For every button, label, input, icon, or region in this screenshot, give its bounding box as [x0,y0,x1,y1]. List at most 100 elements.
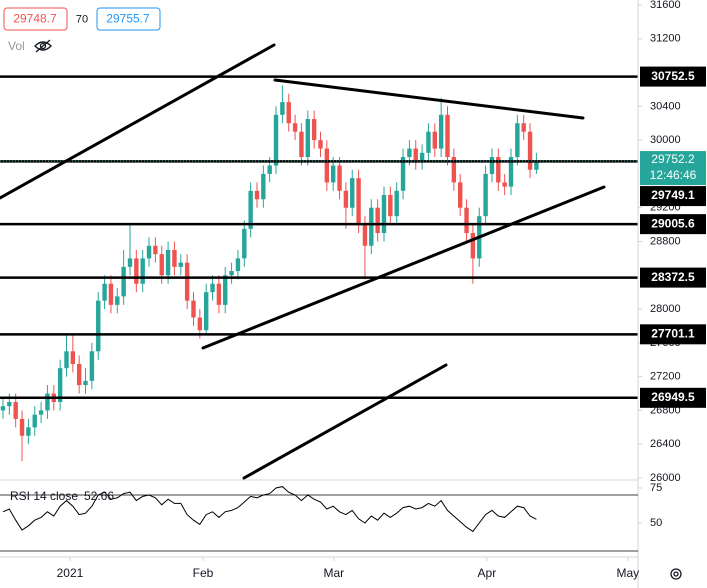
candle-body [369,207,374,246]
countdown-label: 12:46:46 [650,168,697,182]
volume-label: Vol [8,39,25,53]
y-tick-label: 28000 [650,303,681,315]
y-tick-label: 31200 [650,33,681,45]
candle-body [96,300,101,352]
candle-body [362,224,368,246]
x-tick-label: May [617,566,640,580]
candle-body [350,178,355,208]
y-tick-label: 27200 [650,371,681,383]
candle-body [337,165,342,191]
x-tick-label: Feb [193,566,214,580]
trend-line [201,185,606,350]
candle-body [426,131,431,153]
candle-body [229,271,234,276]
level-label-box [640,267,706,288]
price-pane [0,75,638,462]
candle-body [445,114,450,158]
candle-body [292,123,298,132]
level-label: 29749.1 [651,188,695,202]
candle-body [235,258,241,272]
candle-body [26,427,31,436]
candle-body [311,119,317,141]
candle-body [203,292,209,331]
rsi-tick-label: 50 [650,517,662,529]
candle-body [419,152,425,162]
candle-body [127,258,133,267]
candle-body [394,190,399,217]
level-label-box [640,214,706,235]
candle-body [286,102,291,124]
bid-box[interactable] [3,7,68,31]
candle-body [184,262,190,301]
visibility-icon[interactable] [34,39,52,53]
candle-body [534,161,539,170]
candle-body [159,254,164,276]
candle-body [261,173,266,200]
candle-body [165,249,171,276]
candle-body [413,148,418,162]
rsi-line [2,486,537,533]
candle-body [242,228,247,259]
candle-body [254,190,260,200]
candle-body [172,249,177,267]
level-label: 29005.6 [651,216,695,230]
candle-body [438,114,444,149]
level-label: 26949.5 [651,390,695,404]
candle-body [38,410,44,415]
candle-body [496,157,501,183]
candle-body [140,258,145,284]
last-price-label: 29752.2 [651,152,695,166]
candle-body [216,283,222,305]
level-label-box [640,387,706,408]
candle-body [489,157,495,174]
candle-body [197,317,203,331]
level-label: 28372.5 [651,270,695,284]
ask-box[interactable] [96,7,161,31]
candle-body [502,182,507,187]
x-tick-label: Mar [323,566,344,580]
candle-body [508,157,514,187]
rsi-pane: RSI 14 close 52.66 [0,486,638,552]
candle-body [70,351,76,364]
rsi-tick-label: 75 [650,482,662,494]
candle-body [7,401,12,407]
y-tick-label: 31600 [650,0,681,11]
spread: 70 [76,13,88,25]
candle-body [248,190,253,229]
x-tick-label: Apr [478,566,497,580]
candle-body [324,148,330,183]
y-tick-label: 30400 [650,100,681,112]
candle-body [299,131,304,158]
trend-line [242,363,448,480]
candle-body [407,148,412,158]
candle-body [108,283,114,305]
candle-body [381,195,387,234]
candle-body [432,131,437,149]
settings-icon[interactable] [670,568,682,580]
candle-body [356,178,361,225]
y-tick-label: 30000 [650,134,681,146]
rsi-name: RSI 14 close [10,489,78,503]
candle-body [13,401,18,419]
candle-body [521,123,526,132]
level-label-box [640,186,706,207]
candle-body [57,368,63,402]
level-label-box [640,66,706,87]
candle-body [76,363,82,386]
candle-body [83,380,88,386]
candle-body [464,207,469,234]
candle-body [273,114,279,166]
candle-body [64,351,69,369]
candle-body [375,207,380,234]
candle-body [134,258,139,284]
y-tick-label: 26000 [650,472,681,484]
candle-body [0,406,6,411]
last-price-box [640,151,706,186]
y-tick-label: 28800 [650,235,681,247]
candle-body [223,275,228,305]
candle-body [330,165,336,183]
x-tick-label: 2021 [57,566,84,580]
candle-body [178,262,183,267]
candle-body [343,190,349,208]
